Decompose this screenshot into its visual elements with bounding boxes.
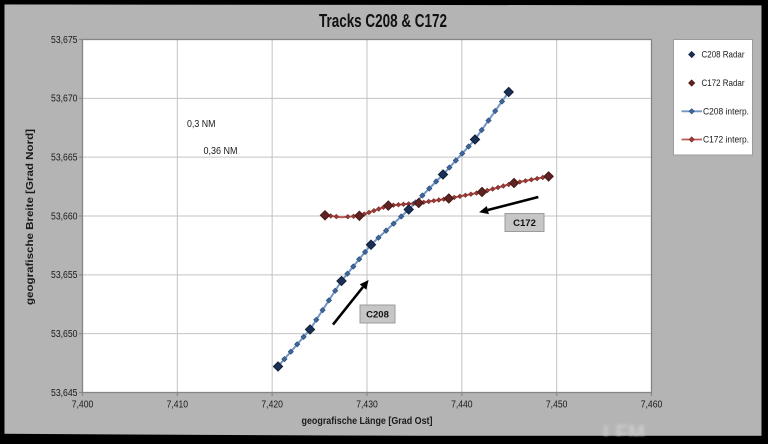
svg-text:C172: C172 (513, 218, 536, 229)
svg-text:0,36 NM: 0,36 NM (204, 146, 238, 157)
svg-text:7,410: 7,410 (167, 400, 189, 411)
svg-text:53,655: 53,655 (51, 270, 78, 281)
svg-text:7,420: 7,420 (261, 400, 283, 411)
svg-text:C208: C208 (366, 310, 389, 321)
svg-text:geografische Länge [Grad Ost]: geografische Länge [Grad Ost] (302, 415, 433, 427)
svg-text:7,450: 7,450 (546, 400, 568, 411)
svg-text:C172 interp.: C172 interp. (703, 135, 749, 145)
svg-text:53,665: 53,665 (51, 153, 78, 164)
svg-text:53,660: 53,660 (51, 211, 78, 222)
svg-text:0,3 NM: 0,3 NM (187, 119, 216, 130)
svg-text:geografische Breite [Grad Nord: geografische Breite [Grad Nord] (24, 129, 36, 305)
svg-text:7,400: 7,400 (72, 400, 94, 411)
svg-text:C208 interp.: C208 interp. (703, 106, 749, 116)
svg-text:53,675: 53,675 (51, 35, 78, 46)
svg-text:7,440: 7,440 (451, 400, 473, 411)
svg-text:53,650: 53,650 (51, 329, 78, 340)
svg-text:53,670: 53,670 (51, 94, 78, 105)
svg-text:7,430: 7,430 (356, 400, 378, 411)
svg-text:53,645: 53,645 (51, 388, 78, 399)
svg-text:7,460: 7,460 (641, 400, 663, 411)
svg-text:C172 Radar: C172 Radar (702, 78, 745, 88)
svg-text:C208 Radar: C208 Radar (702, 50, 745, 60)
svg-text:Tracks C208 & C172: Tracks C208 & C172 (319, 11, 447, 31)
